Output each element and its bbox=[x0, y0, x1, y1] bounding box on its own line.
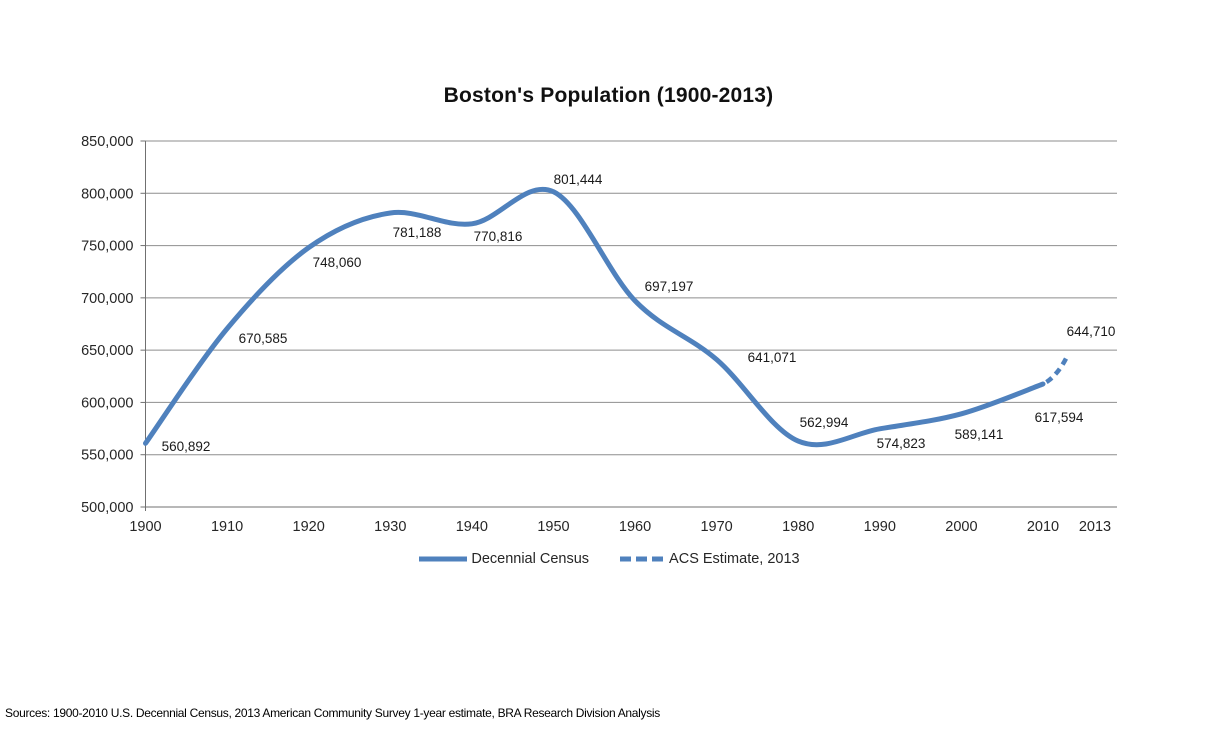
x-tick-label: 2010 bbox=[1027, 519, 1059, 535]
data-point-label: 770,816 bbox=[474, 229, 523, 244]
y-tick-label: 500,000 bbox=[81, 500, 133, 516]
chart-legend: Decennial Census ACS Estimate, 2013 bbox=[0, 551, 1217, 567]
x-tick-label: 1920 bbox=[293, 519, 325, 535]
legend-item-acs-estimate: ACS Estimate, 2013 bbox=[619, 551, 800, 567]
y-tick-label: 650,000 bbox=[81, 343, 133, 359]
x-tick-label: 1960 bbox=[619, 519, 651, 535]
chart-title: Boston's Population (1900-2013) bbox=[443, 84, 774, 107]
source-note: Sources: 1900-2010 U.S. Decennial Census… bbox=[5, 706, 660, 720]
y-tick-label: 600,000 bbox=[81, 395, 133, 411]
legend-label: ACS Estimate, 2013 bbox=[669, 551, 800, 567]
x-tick-label: 1970 bbox=[700, 519, 732, 535]
x-tick-label: 1930 bbox=[374, 519, 406, 535]
y-tick-label: 550,000 bbox=[81, 448, 133, 464]
legend-item-decennial-census: Decennial Census bbox=[417, 551, 589, 567]
x-tick-label: 1910 bbox=[211, 519, 243, 535]
data-point-label: 781,188 bbox=[393, 225, 442, 240]
x-tick-label: 1990 bbox=[864, 519, 896, 535]
data-point-label: 801,444 bbox=[554, 172, 603, 187]
data-point-label: 589,141 bbox=[955, 427, 1004, 442]
gridlines-group bbox=[145, 140, 1117, 508]
solid-line-swatch-icon bbox=[419, 556, 468, 562]
y-tick-label: 750,000 bbox=[81, 239, 133, 255]
x-tick-label: 2013 bbox=[1079, 519, 1111, 535]
data-point-label: 748,060 bbox=[313, 255, 362, 270]
y-tick-label: 850,000 bbox=[81, 134, 133, 150]
data-labels-group: 560,892 670,585 748,060 781,188 770,816 801,4… bbox=[162, 172, 1116, 454]
x-tick-label: 1940 bbox=[456, 519, 488, 535]
data-point-label: 574,823 bbox=[877, 436, 926, 451]
x-tick-label: 1980 bbox=[782, 519, 814, 535]
acs-estimate-dashed-line bbox=[1041, 354, 1070, 387]
x-tick-label: 1900 bbox=[129, 519, 161, 535]
x-tick-label: 1950 bbox=[537, 519, 569, 535]
data-point-label: 562,994 bbox=[800, 415, 849, 430]
legend-label: Decennial Census bbox=[471, 551, 590, 567]
series-group bbox=[143, 187, 1070, 448]
dashed-line-swatch-icon bbox=[620, 556, 667, 562]
data-point-label: 641,071 bbox=[748, 350, 797, 365]
data-point-label: 560,892 bbox=[162, 439, 211, 454]
axes-group: 850,000 800,000 750,000 700,000 650,000 600,0… bbox=[81, 134, 1111, 535]
x-tick-label: 2000 bbox=[945, 519, 977, 535]
y-tick-label: 800,000 bbox=[81, 186, 133, 202]
data-point-label: 670,585 bbox=[239, 331, 288, 346]
decennial-census-line bbox=[143, 187, 1046, 448]
data-point-label: 697,197 bbox=[645, 279, 694, 294]
data-point-label: 617,594 bbox=[1035, 410, 1084, 425]
y-tick-label: 700,000 bbox=[81, 291, 133, 307]
data-point-label: 644,710 bbox=[1067, 324, 1116, 339]
